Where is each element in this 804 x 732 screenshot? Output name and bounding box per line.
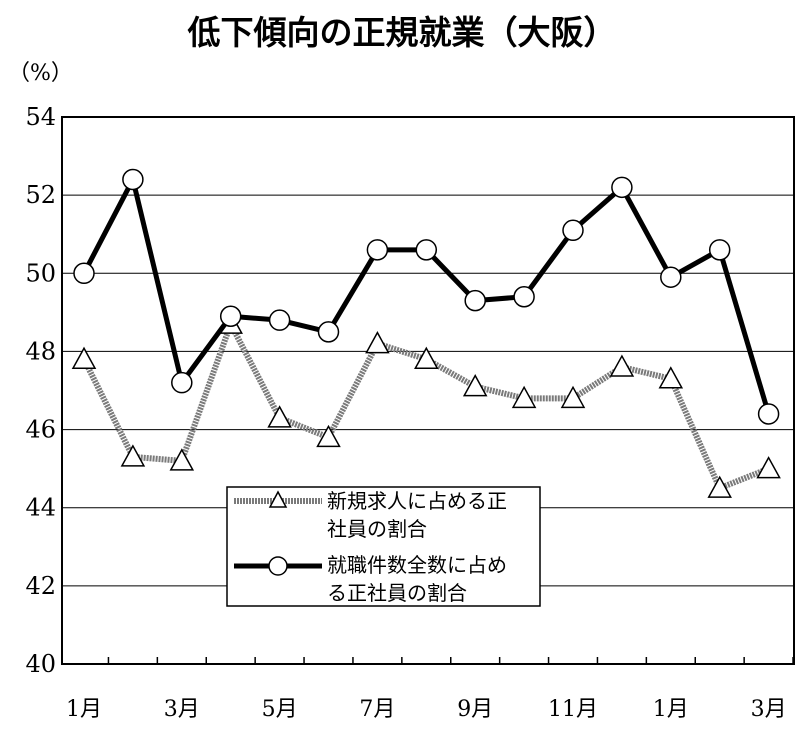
data-point-triangle — [414, 346, 439, 369]
data-point-circle — [122, 168, 144, 191]
data-point-circle — [562, 219, 584, 242]
series-group — [71, 168, 781, 498]
data-point-circle — [757, 403, 780, 425]
data-point-triangle — [756, 456, 781, 479]
data-point-triangle — [511, 385, 537, 409]
data-point-circle — [415, 239, 438, 261]
data-point-circle — [708, 239, 731, 261]
data-point-circle — [366, 239, 389, 261]
x-tick-label: 5月 — [262, 697, 298, 722]
y-axis-ticks: 54 52 50 48 46 44 42 40 — [25, 103, 56, 678]
y-tick-label: 48 — [25, 337, 56, 365]
y-tick-label: 40 — [25, 650, 56, 678]
data-point-triangle — [120, 444, 146, 467]
y-tick-label: 44 — [25, 494, 56, 522]
data-point-circle — [268, 309, 291, 331]
data-point-triangle — [609, 354, 635, 377]
y-tick-label: 54 — [25, 103, 56, 131]
x-tick-label: 1月 — [653, 697, 689, 722]
y-tick-label: 50 — [25, 259, 56, 287]
data-point-triangle — [707, 475, 732, 498]
data-point-triangle — [71, 346, 97, 369]
data-point-triangle — [462, 374, 488, 397]
x-axis-ticks: 1月 3月 5月 7月 9月 11月 1月 3月 — [66, 657, 794, 722]
data-point-triangle — [267, 405, 292, 428]
data-point-circle — [171, 371, 193, 394]
legend-circle-marker — [268, 556, 288, 576]
legend-triangle-marker — [268, 490, 288, 508]
series-1 — [71, 311, 781, 498]
data-point-triangle — [560, 385, 586, 409]
legend: 新規求人に占める正 社員の割合 就職件数全数に占め る正社員の割合 — [226, 486, 541, 607]
plot-area-frame — [61, 116, 795, 665]
x-tick-label: 7月 — [359, 697, 395, 722]
legend-label-line2: 社員の割合 — [327, 517, 427, 541]
data-point-circle — [513, 285, 535, 308]
legend-label-line2: る正社員の割合 — [327, 581, 467, 605]
y-tick-label: 42 — [25, 572, 56, 600]
y-tick-label: 52 — [25, 181, 56, 209]
series-2 — [73, 168, 780, 425]
x-tick-label: 11月 — [548, 697, 598, 722]
y-unit-label: （%） — [8, 61, 73, 86]
data-point-circle — [317, 321, 340, 343]
legend-label-line1: 就職件数全数に占め — [327, 553, 507, 577]
x-tick-label: 9月 — [457, 697, 493, 722]
chart-title: 低下傾向の正規就業（大阪） — [188, 13, 617, 52]
data-point-triangle — [316, 424, 341, 448]
y-tick-label: 46 — [25, 416, 56, 444]
x-tick-label: 3月 — [751, 697, 787, 722]
data-point-circle — [660, 266, 682, 288]
legend-label-line1: 新規求人に占める正 — [327, 489, 507, 513]
data-point-circle — [464, 289, 486, 312]
data-point-circle — [73, 262, 95, 285]
x-tick-label: 3月 — [164, 697, 200, 722]
data-point-circle — [611, 176, 633, 199]
data-point-triangle — [658, 366, 684, 389]
data-point-circle — [219, 305, 242, 328]
data-point-triangle — [169, 448, 195, 471]
data-point-triangle — [365, 331, 390, 354]
x-tick-label: 1月 — [66, 697, 102, 722]
